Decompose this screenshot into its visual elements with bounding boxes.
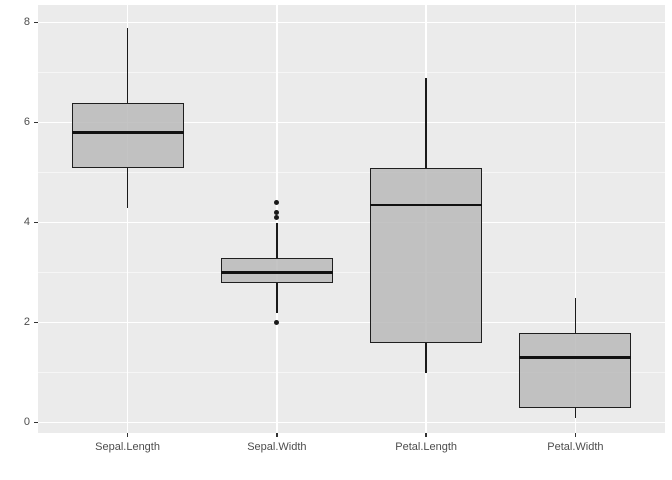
y-axis-tick-label: 6 [23,116,30,128]
outlier-point [274,320,280,325]
boxplot-whisker-lower [126,167,129,208]
boxplot-box [519,332,632,408]
gridline-major-horizontal [38,421,665,424]
boxplot-median [220,271,333,274]
boxplot-whisker-upper [425,77,427,168]
outlier-point [274,200,280,205]
x-axis-tick-label: Petal.Width [547,441,604,453]
gridline-major-horizontal [38,221,665,224]
boxplot-median [370,203,483,207]
x-axis-tick-mark [425,433,427,437]
gridline-minor-horizontal [38,172,665,173]
x-axis-tick-label: Sepal.Width [247,441,307,453]
gridline-minor-horizontal [38,372,665,373]
x-axis-tick-mark [574,433,577,437]
boxplot-box [220,257,333,283]
boxplot-whisker-lower [425,342,427,373]
y-axis-tick-mark [33,221,38,224]
outlier-point [274,210,280,215]
gridline-major-vertical [574,5,577,433]
x-axis-tick-label: Sepal.Length [95,441,160,453]
x-axis-tick-mark [276,433,278,437]
boxplot-box [71,102,184,168]
y-axis-tick-mark [33,121,38,124]
boxplot-whisker-lower [574,407,577,418]
y-axis-tick-label: 4 [23,216,30,228]
y-axis-tick-label: 2 [23,316,30,328]
gridline-major-horizontal [38,121,665,124]
boxplot-median [519,356,632,359]
boxplot-box [370,167,483,343]
boxplot-whisker-lower [276,282,278,313]
gridline-minor-horizontal [38,272,665,273]
outlier-point [274,215,280,220]
gridline-major-horizontal [38,21,665,24]
boxplot-whisker-upper [276,222,278,258]
boxplot-whisker-upper [574,297,577,333]
y-axis-tick-mark [33,421,38,424]
boxplot-median [71,131,184,134]
x-axis-tick-label: Petal.Length [395,441,458,453]
y-axis-tick-mark [33,321,38,324]
x-axis-tick-mark [126,433,129,437]
plot-panel [38,5,665,433]
boxplot-whisker-upper [126,27,129,103]
gridline-minor-horizontal [38,72,665,73]
gridline-major-vertical [126,5,129,433]
y-axis-tick-label: 8 [23,16,30,28]
gridline-major-horizontal [38,321,665,324]
y-axis-tick-label: 0 [23,416,30,428]
y-axis-tick-mark [33,21,38,24]
